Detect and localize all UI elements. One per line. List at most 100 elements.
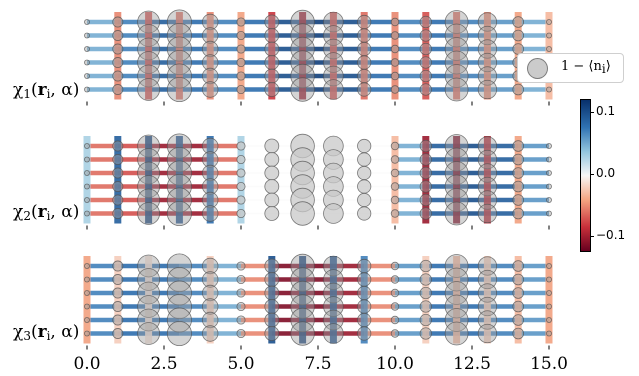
site-marker (84, 170, 90, 176)
site-marker (290, 77, 315, 102)
site-marker (444, 308, 469, 332)
site-marker (290, 280, 315, 306)
site-marker (137, 281, 161, 305)
vertical-bond (83, 256, 91, 344)
site-marker (546, 86, 552, 93)
site-marker (84, 263, 90, 269)
site-marker (444, 134, 469, 158)
site-marker (137, 64, 161, 88)
site-marker (166, 320, 192, 347)
site-marker (444, 294, 469, 319)
xtick-label: 2.5 (150, 354, 178, 374)
site-marker (166, 253, 192, 279)
site-marker (112, 287, 124, 299)
site-marker (357, 192, 372, 208)
site-marker (166, 187, 192, 213)
site-marker (444, 201, 469, 226)
site-marker (444, 50, 469, 75)
site-marker (477, 256, 498, 276)
site-marker (419, 207, 432, 220)
site-marker (477, 323, 498, 344)
site-marker (546, 143, 552, 149)
site-marker (290, 9, 315, 35)
vertical-bond (237, 136, 245, 224)
site-marker (84, 46, 90, 52)
ylabel-chi3: χ3(ri, α) (13, 322, 80, 343)
colorbar-tick-mark (590, 174, 594, 175)
site-marker (512, 260, 524, 272)
site-marker (390, 209, 400, 218)
vertical-bond (175, 136, 183, 224)
site-marker (84, 276, 90, 283)
site-marker (236, 208, 246, 219)
site-marker (166, 280, 192, 306)
site-marker (477, 136, 498, 156)
site-marker (166, 22, 192, 49)
site-marker (236, 288, 246, 298)
site-marker (236, 17, 246, 27)
site-marker (444, 23, 469, 48)
site-marker (201, 13, 219, 31)
site-marker (201, 298, 219, 315)
site-marker (477, 310, 498, 330)
site-marker (166, 9, 192, 35)
site-marker (357, 179, 372, 194)
vertical-bond (453, 136, 461, 224)
site-marker (112, 208, 124, 219)
site-marker (201, 325, 219, 342)
site-marker (264, 28, 280, 43)
vertical-bond (453, 12, 461, 100)
site-marker (512, 207, 524, 220)
site-marker (477, 283, 498, 303)
site-marker (357, 272, 372, 287)
site-marker (137, 308, 161, 332)
site-marker (236, 154, 246, 165)
site-marker (512, 153, 524, 166)
site-marker (264, 14, 280, 30)
site-marker (546, 303, 552, 310)
site-marker (137, 78, 161, 101)
vertical-bond (483, 136, 491, 224)
site-marker (201, 271, 219, 288)
site-marker (357, 82, 372, 97)
site-marker (236, 301, 246, 312)
site-marker (419, 300, 432, 313)
site-marker (112, 314, 124, 326)
site-marker (390, 315, 400, 325)
site-marker (357, 285, 372, 301)
colorbar-tick-mark (590, 236, 594, 237)
site-marker (323, 203, 344, 224)
vertical-bond (422, 136, 430, 224)
legend-marker-icon (527, 58, 548, 79)
site-marker (264, 299, 280, 314)
site-marker (477, 25, 498, 46)
site-marker (390, 31, 400, 40)
site-marker (290, 63, 315, 89)
site-marker (84, 59, 90, 66)
site-marker (419, 180, 432, 193)
site-marker (84, 73, 90, 79)
site-marker (236, 30, 246, 41)
site-marker (477, 203, 498, 224)
site-marker (357, 258, 372, 274)
site-marker (112, 43, 124, 55)
site-marker (201, 284, 219, 302)
site-marker (419, 69, 432, 83)
site-marker (290, 307, 315, 333)
site-marker (357, 28, 372, 43)
xtick-label: 0.0 (73, 354, 101, 374)
site-marker (84, 156, 90, 163)
xtick-label: 7.5 (304, 354, 332, 374)
site-marker (112, 57, 124, 68)
ylabel-chi2: χ2(ri, α) (13, 202, 80, 223)
site-marker (201, 40, 219, 58)
vertical-bond (422, 12, 430, 100)
site-marker (201, 191, 219, 209)
site-marker (290, 294, 315, 319)
site-marker (166, 146, 192, 173)
xtick-label: 15.0 (530, 354, 568, 374)
site-marker (477, 12, 498, 32)
vertical-bond (145, 136, 153, 224)
site-marker (546, 156, 552, 163)
site-marker (112, 167, 124, 179)
